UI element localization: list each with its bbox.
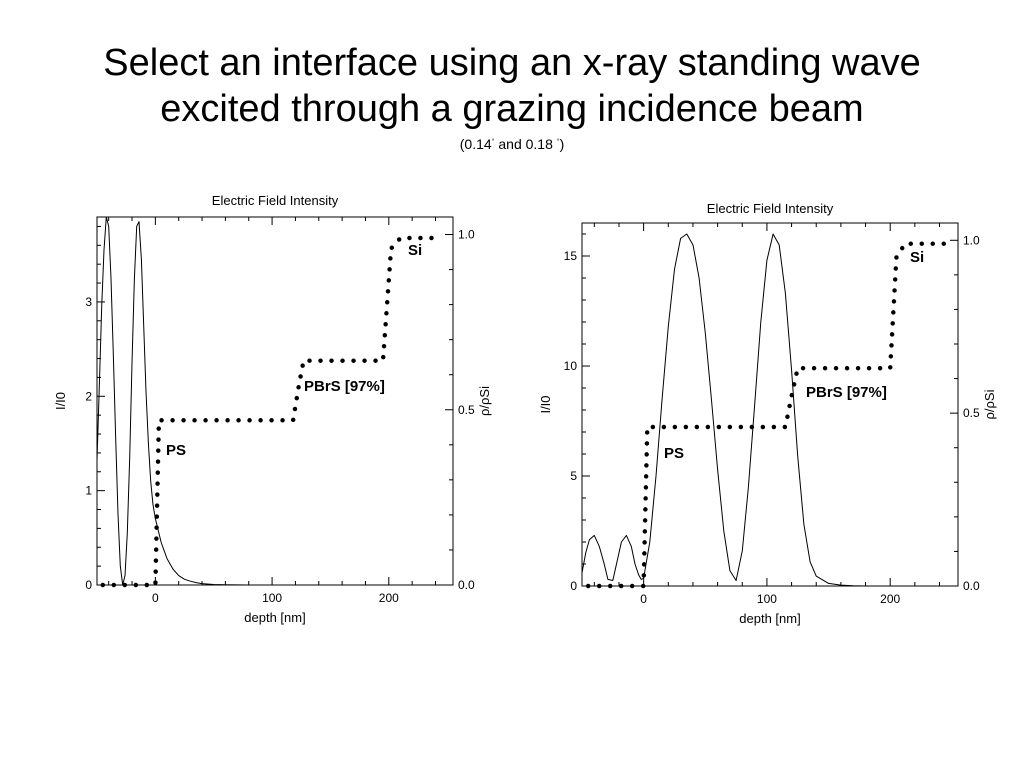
subtitle-text-c: ) [559,136,565,152]
y-tick-label: 3 [85,295,92,309]
y2-tick-label: 0.5 [963,406,980,420]
x-tick-label: 200 [379,591,399,605]
slide-subtitle: (0.14° and 0.18 °) [0,136,1024,152]
y-tick-label: 1 [85,484,92,498]
layer-label: Si [910,249,924,266]
density-profile-line [100,235,444,588]
y2-tick-label: 1.0 [963,233,980,247]
y2-axis-label: ρ/ρSi [982,389,997,419]
y2-tick-label: 0.5 [458,403,475,417]
slide-title-line-2: excited through a grazing incidence beam [160,88,864,130]
y-tick-label: 10 [564,359,578,373]
subtitle-degree-2: ° [556,138,560,146]
right-chart: Electric Field Intensity 0 100 200 0 5 10 15 0.0… [538,201,997,626]
x-axis-label: depth [nm] [739,611,800,626]
slide-title: Select an interface using an x-ray stand… [0,40,1024,132]
layer-label: PS [664,445,684,462]
y-tick-label: 0 [85,578,92,592]
chart-title: Electric Field Intensity [212,193,339,208]
x-tick-label: 0 [640,592,647,606]
y2-axis-label: ρ/ρSi [477,386,492,416]
x-tick-label: 200 [880,592,900,606]
subtitle-text-a: (0.14 [459,136,492,152]
plot-frame [96,216,454,586]
slide-title-line-1: Select an interface using an x-ray stand… [103,42,921,84]
field-intensity-line [581,233,952,587]
y-tick-label: 15 [564,249,578,263]
layer-label: Si [408,242,422,259]
y-tick-label: 5 [570,469,577,483]
subtitle-text-b: and 0.18 [494,136,557,152]
left-chart: Electric Field Intensity 0 100 200 0 1 2 3 0.0 0.… [53,193,492,625]
subtitle-degree-1: ° [491,138,495,146]
layer-label: PBrS [97%] [304,378,385,395]
x-tick-label: 0 [152,591,159,605]
y-tick-label: 2 [85,389,92,403]
x-tick-label: 100 [262,591,282,605]
density-profile-line [585,241,948,589]
y2-tick-label: 1.0 [458,228,475,242]
y-axis-label: I/I0 [53,392,68,410]
field-intensity-line [96,216,448,586]
plot-frame [581,222,959,587]
x-axis-label: depth [nm] [244,610,305,625]
y-axis-label: I/I0 [538,395,553,413]
layer-label: PS [166,442,186,459]
y2-tick-label: 0.0 [458,578,475,592]
x-tick-label: 100 [757,592,777,606]
chart-title: Electric Field Intensity [707,201,834,216]
layer-label: PBrS [97%] [806,384,887,401]
y-tick-label: 0 [570,579,577,593]
y2-tick-label: 0.0 [963,579,980,593]
